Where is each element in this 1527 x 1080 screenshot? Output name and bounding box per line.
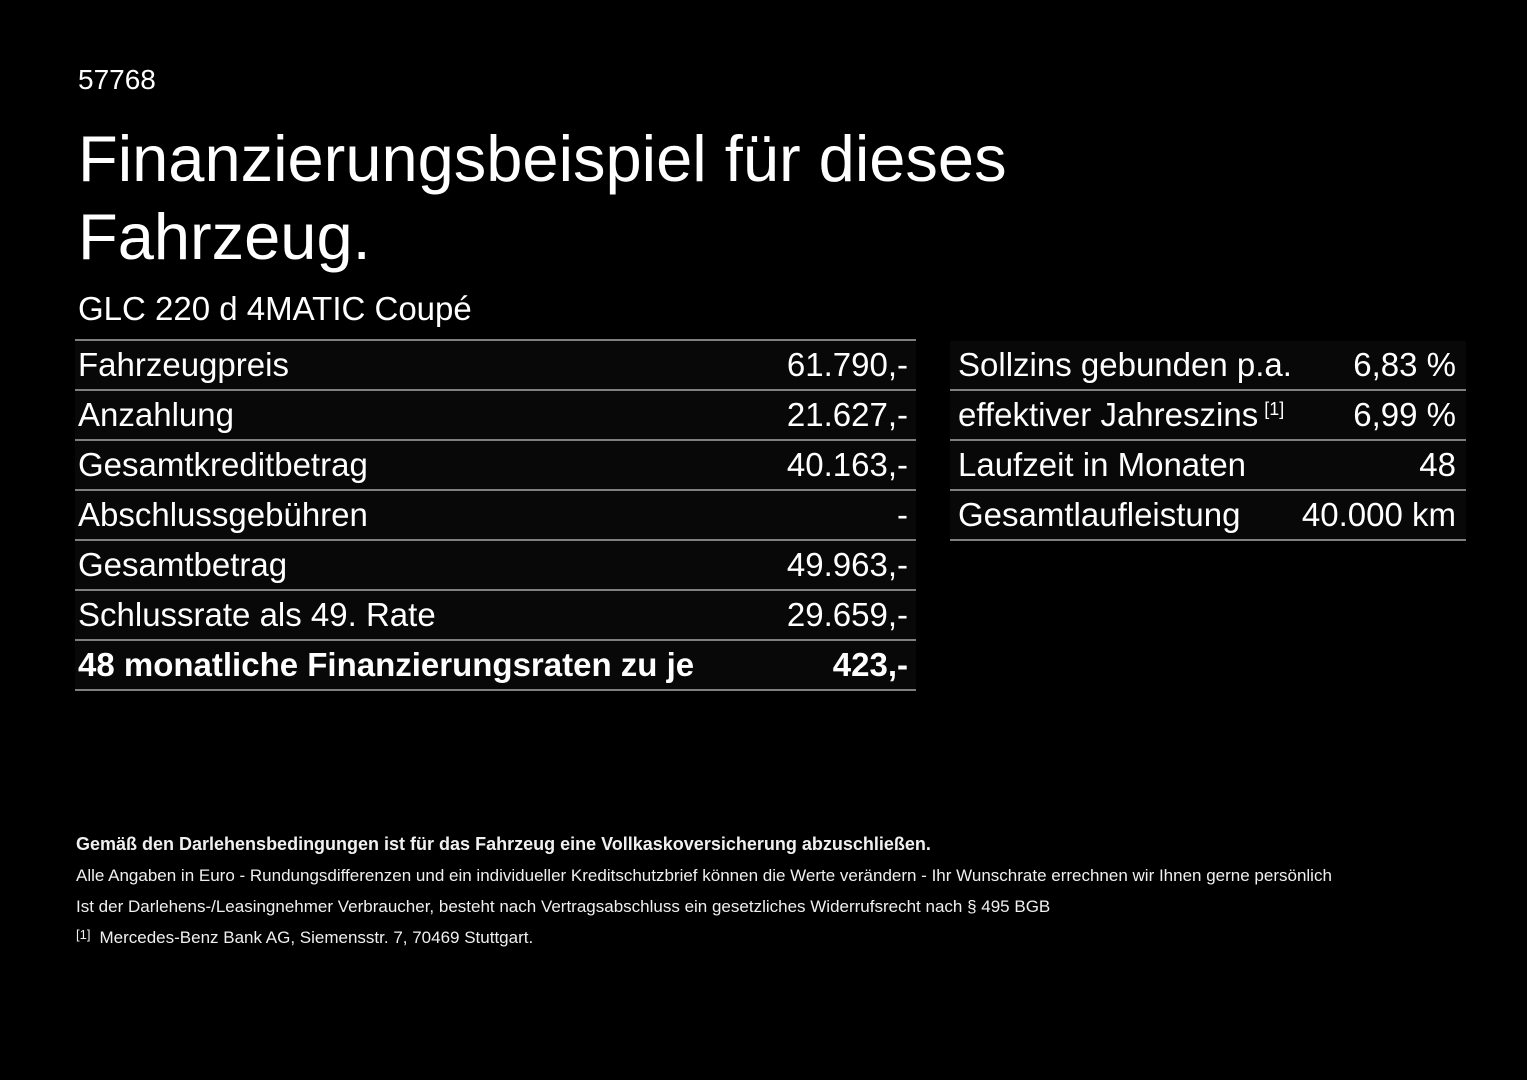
row-label: Anzahlung	[78, 396, 234, 433]
row-sollzins: Sollzins gebunden p.a. 6,83 %	[950, 341, 1466, 391]
row-value: 6,83 %	[1353, 346, 1456, 383]
row-label: Abschlussgebühren	[78, 496, 368, 533]
row-value: 61.790,-	[786, 346, 908, 383]
insurance-requirement-note: Gemäß den Darlehensbedingungen ist für d…	[76, 834, 931, 854]
footnote-marker: [1]	[76, 927, 91, 942]
row-effektiver-jahreszins: effektiver Jahreszins [1] 6,99 %	[950, 391, 1466, 441]
row-value: 48	[1419, 446, 1456, 483]
row-gesamtlaufleistung: Gesamtlaufleistung 40.000 km	[950, 491, 1466, 541]
row-value: 49.963,-	[786, 546, 908, 583]
row-label: Gesamtlaufleistung	[958, 496, 1241, 533]
row-value: -	[897, 496, 908, 533]
row-label: Fahrzeugpreis	[78, 346, 289, 383]
row-label: 48 monatliche Finanzierungsraten zu je	[78, 646, 695, 683]
row-schlussrate: Schlussrate als 49. Rate 29.659,-	[75, 591, 916, 641]
row-value: 21.627,-	[786, 396, 908, 433]
page-title: Finanzierungsbeispiel für dieses Fahrzeu…	[78, 122, 1007, 273]
row-value: 423,-	[832, 646, 908, 683]
financing-left-column: GLC 220 d 4MATIC Coupé Fahrzeugpreis 61.…	[75, 292, 916, 691]
row-gesamtbetrag: Gesamtbetrag 49.963,-	[75, 541, 916, 591]
row-value: 29.659,-	[786, 596, 908, 633]
row-anzahlung: Anzahlung 21.627,-	[75, 391, 916, 441]
vehicle-model: GLC 220 d 4MATIC Coupé	[75, 292, 916, 341]
row-label: effektiver Jahreszins [1]	[958, 396, 1285, 433]
row-abschlussgebuehren: Abschlussgebühren -	[75, 491, 916, 541]
row-label: Laufzeit in Monaten	[958, 446, 1247, 483]
financing-conditions-table: Sollzins gebunden p.a. 6,83 % effektiver…	[950, 341, 1466, 541]
financing-tables: GLC 220 d 4MATIC Coupé Fahrzeugpreis 61.…	[75, 292, 1487, 691]
financing-cost-table: Fahrzeugpreis 61.790,- Anzahlung 21.627,…	[75, 341, 916, 691]
footnote-text: Mercedes-Benz Bank AG, Siemensstr. 7, 70…	[99, 928, 534, 947]
footnote-reference: [1]	[1264, 399, 1285, 419]
legal-footer: Gemäß den Darlehensbedingungen ist für d…	[75, 834, 1487, 949]
row-label: Gesamtkreditbetrag	[78, 446, 368, 483]
row-monatliche-raten: 48 monatliche Finanzierungsraten zu je 4…	[75, 641, 916, 691]
row-label: Schlussrate als 49. Rate	[78, 596, 436, 633]
euro-disclaimer-note: Alle Angaben in Euro - Rundungsdifferenz…	[76, 866, 1332, 885]
withdrawal-right-note: Ist der Darlehens-/Leasingnehmer Verbrau…	[76, 897, 1051, 916]
financing-right-column: Sollzins gebunden p.a. 6,83 % effektiver…	[950, 341, 1466, 691]
row-fahrzeugpreis: Fahrzeugpreis 61.790,-	[75, 341, 916, 391]
row-value: 6,99 %	[1353, 396, 1456, 433]
row-gesamtkreditbetrag: Gesamtkreditbetrag 40.163,-	[75, 441, 916, 491]
row-label: Sollzins gebunden p.a.	[958, 346, 1292, 383]
listing-id: 57768	[78, 64, 156, 95]
row-label: Gesamtbetrag	[78, 546, 288, 583]
row-laufzeit: Laufzeit in Monaten 48	[950, 441, 1466, 491]
row-value: 40.163,-	[786, 446, 908, 483]
row-value: 40.000 km	[1301, 496, 1456, 533]
bank-footnote: [1] Mercedes-Benz Bank AG, Siemensstr. 7,…	[76, 927, 1487, 949]
